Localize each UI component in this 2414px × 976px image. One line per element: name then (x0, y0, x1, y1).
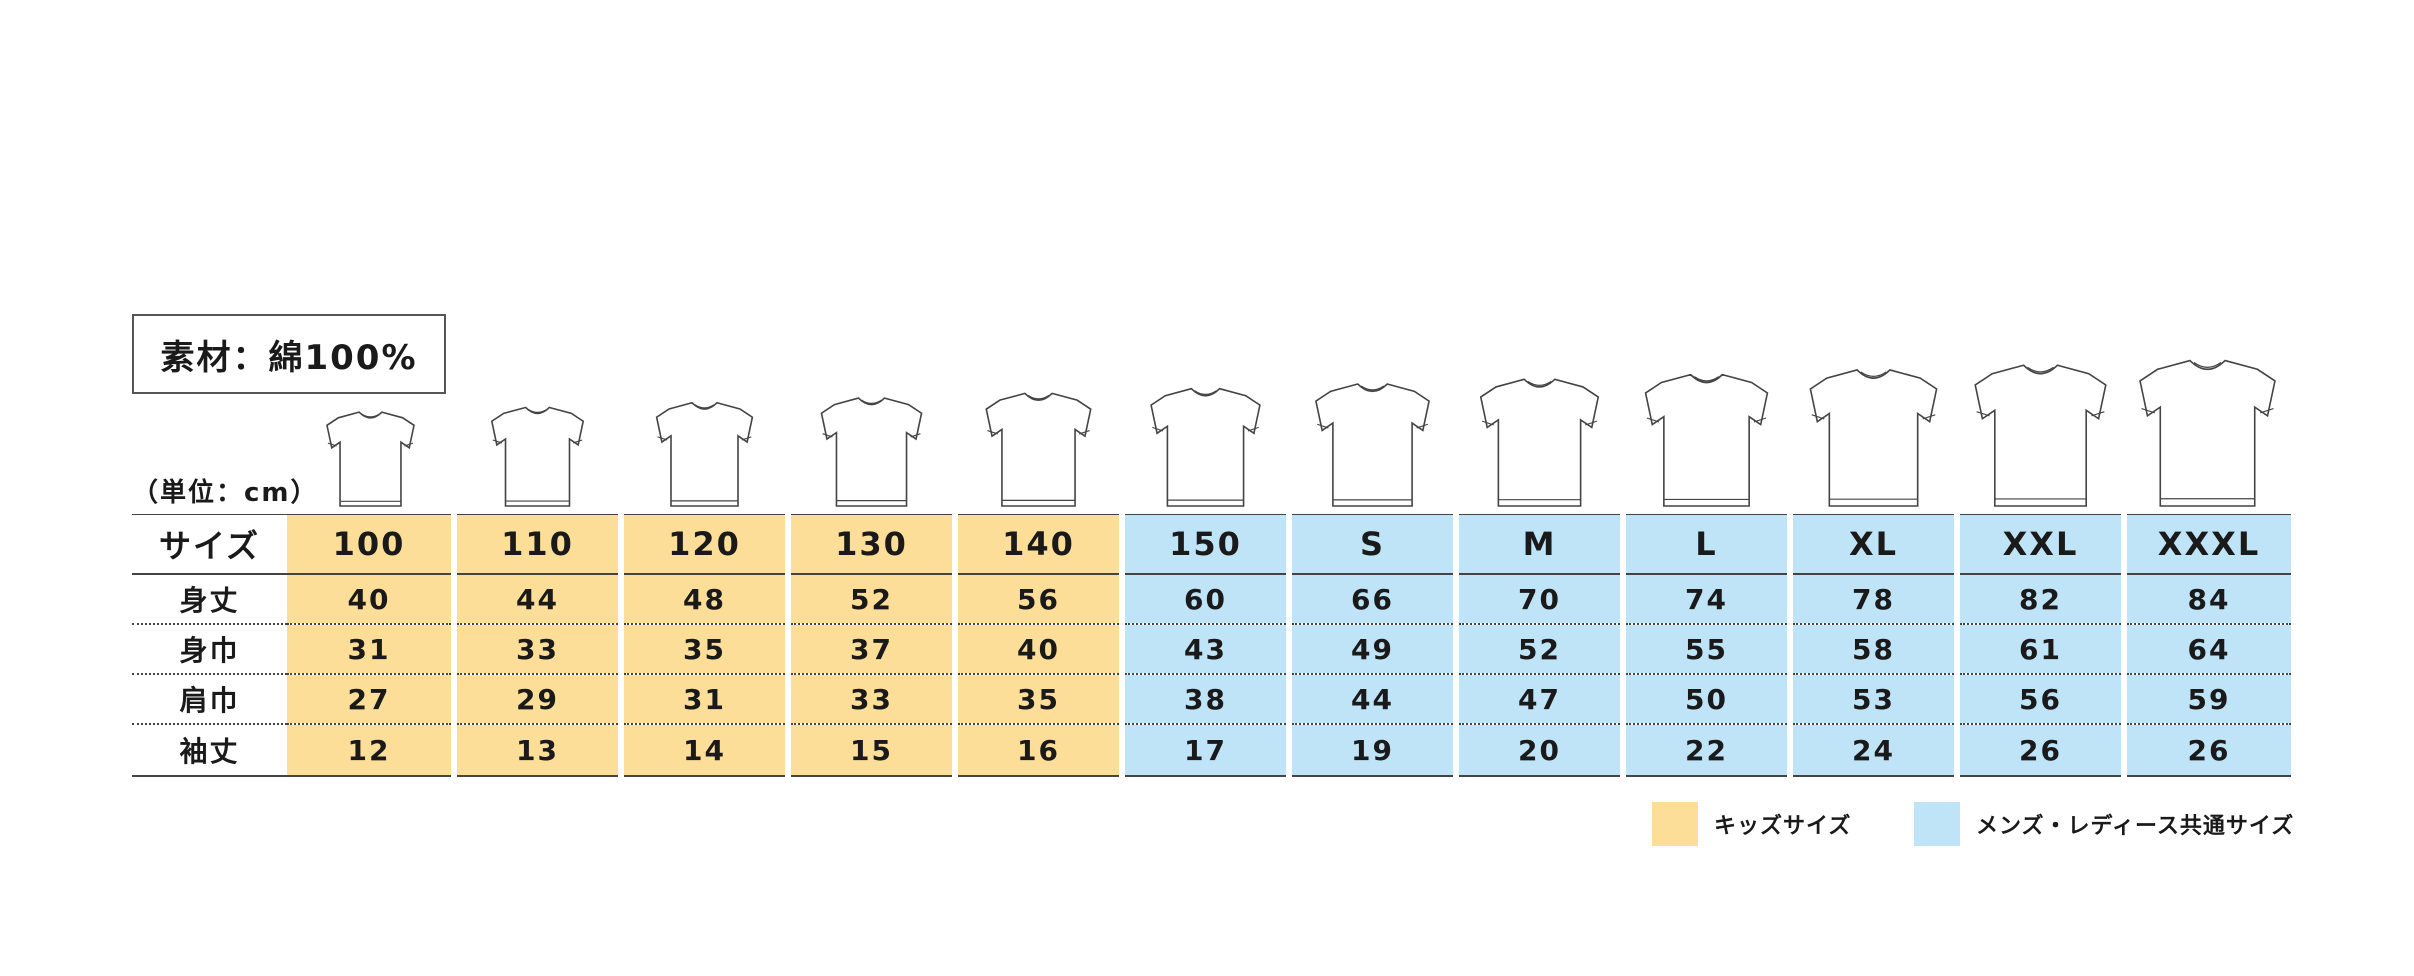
unit-label: （単位：cm） (132, 478, 319, 508)
size-table: サイズ 100 110 120 130 140 150 S M L XL XXL XXXL 身丈 40 4… (132, 514, 2291, 777)
size-header-140: 140 (952, 514, 1122, 575)
measurement-cell: 61 (1954, 624, 2124, 675)
measurement-cell: 64 (2121, 624, 2291, 675)
measurement-cell: 38 (1119, 674, 1289, 725)
measurement-cell: 26 (1954, 724, 2124, 777)
row-label: 身巾 (132, 624, 287, 675)
legend-adult-label: メンズ・レディース共通サイズ (1976, 814, 2295, 839)
legend-adult: メンズ・レディース共通サイズ (1914, 802, 2294, 846)
measurement-cell: 14 (618, 724, 788, 777)
tshirt-icon (985, 392, 1092, 507)
material-text: 素材：綿100% (160, 337, 418, 378)
table-row: 袖丈 12 13 14 15 16 17 19 20 22 24 26 26 (132, 724, 2291, 777)
measurement-cell: 40 (287, 574, 454, 625)
measurement-cell: 24 (1787, 724, 1957, 777)
measurement-cell: 12 (287, 724, 454, 777)
measurement-cell: 74 (1620, 574, 1790, 625)
measurement-cell: 26 (2121, 724, 2291, 777)
measurement-cell: 13 (451, 724, 621, 777)
kids-swatch (1652, 802, 1698, 846)
tshirt-icon (490, 406, 585, 507)
measurement-cell: 17 (1119, 724, 1289, 777)
size-header-l: L (1620, 514, 1790, 575)
legend-kids-label: キッズサイズ (1714, 814, 1852, 839)
measurement-cell: 22 (1620, 724, 1790, 777)
adult-swatch (1914, 802, 1960, 846)
tshirt-icon (1974, 364, 2107, 507)
tshirt-icon (1809, 369, 1938, 507)
row-label: 肩巾 (132, 674, 287, 725)
measurement-cell: 49 (1286, 624, 1456, 675)
size-header-row: サイズ 100 110 120 130 140 150 S M L XL XXL XXXL (132, 514, 2291, 575)
measurement-cell: 50 (1620, 674, 1790, 725)
measurement-cell: 52 (785, 574, 955, 625)
measurement-cell: 82 (1954, 574, 2124, 625)
measurement-cell: 31 (618, 674, 788, 725)
measurement-cell: 56 (952, 574, 1122, 625)
measurement-cell: 16 (952, 724, 1122, 777)
tshirt-icon (326, 411, 415, 507)
legend-kids: キッズサイズ (1652, 802, 1851, 846)
row-label: 袖丈 (132, 724, 287, 777)
table-row: 身丈 40 44 48 52 56 60 66 70 74 78 82 84 (132, 574, 2291, 625)
measurement-cell: 59 (2121, 674, 2291, 725)
measurement-cell: 20 (1453, 724, 1623, 777)
size-header-s: S (1286, 514, 1456, 575)
table-row: 肩巾 27 29 31 33 35 38 44 47 50 53 56 59 (132, 674, 2291, 725)
measurement-cell: 53 (1787, 674, 1957, 725)
size-header-xxl: XXL (1954, 514, 2124, 575)
size-header-130: 130 (785, 514, 955, 575)
measurement-cell: 56 (1954, 674, 2124, 725)
measurement-cell: 44 (1286, 674, 1456, 725)
tshirt-icon (1150, 387, 1261, 507)
size-header-label: サイズ (132, 514, 287, 575)
tshirt-icon (1644, 373, 1769, 507)
measurement-cell: 48 (618, 574, 788, 625)
measurement-cell: 60 (1119, 574, 1289, 625)
tshirt-icon (655, 401, 754, 507)
tshirt-icon (2139, 359, 2276, 507)
measurement-cell: 52 (1453, 624, 1623, 675)
material-label: 素材：綿100% (132, 314, 446, 394)
measurement-cell: 15 (785, 724, 955, 777)
table-row: 身巾 31 33 35 37 40 43 49 52 55 58 61 64 (132, 624, 2291, 675)
size-header-110: 110 (451, 514, 621, 575)
size-header-150: 150 (1119, 514, 1289, 575)
tshirt-illustrations (326, 359, 2276, 507)
measurement-cell: 35 (618, 624, 788, 675)
tshirt-icon (820, 397, 923, 507)
measurement-cell: 66 (1286, 574, 1456, 625)
measurement-cell: 33 (785, 674, 955, 725)
measurement-cell: 37 (785, 624, 955, 675)
measurement-cell: 31 (287, 624, 454, 675)
measurement-cell: 43 (1119, 624, 1289, 675)
measurement-cell: 33 (451, 624, 621, 675)
measurement-cell: 78 (1787, 574, 1957, 625)
measurement-cell: 35 (952, 674, 1122, 725)
measurement-cell: 44 (451, 574, 621, 625)
measurement-cell: 58 (1787, 624, 1957, 675)
measurement-cell: 27 (287, 674, 454, 725)
size-header-xxxl: XXXL (2121, 514, 2291, 575)
row-label: 身丈 (132, 574, 287, 625)
tshirt-icon (1315, 383, 1430, 507)
tshirt-icon (1479, 378, 1600, 507)
measurement-cell: 70 (1453, 574, 1623, 625)
measurement-cell: 40 (952, 624, 1122, 675)
measurement-cell: 47 (1453, 674, 1623, 725)
size-header-120: 120 (618, 514, 788, 575)
measurement-cell: 19 (1286, 724, 1456, 777)
measurement-cell: 84 (2121, 574, 2291, 625)
size-header-m: M (1453, 514, 1623, 575)
measurement-cell: 55 (1620, 624, 1790, 675)
measurement-cell: 29 (451, 674, 621, 725)
size-header-xl: XL (1787, 514, 1957, 575)
size-header-100: 100 (287, 514, 454, 575)
